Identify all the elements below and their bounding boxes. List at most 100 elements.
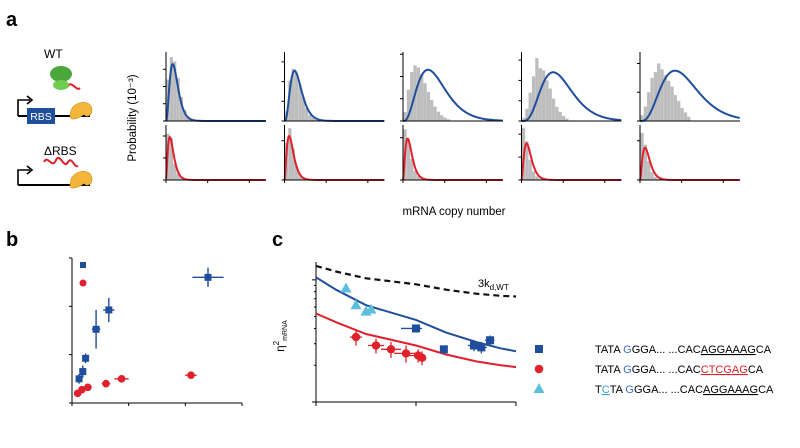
histogram-bar-wt [541, 70, 546, 121]
histogram-bar-drbs [650, 172, 654, 180]
histogram-bar-wt [298, 84, 302, 121]
b-point-drbs [117, 375, 126, 383]
fit-curve-wt [403, 68, 503, 122]
b-point-drbs [187, 371, 195, 380]
histogram-bar-wt [531, 76, 536, 121]
histogram-bar-drbs [531, 171, 536, 180]
histogram-bar-drbs [528, 159, 532, 180]
histogram-bar-wt [555, 106, 559, 121]
histogram-bar-wt [548, 88, 552, 121]
histogram-bar-wt [311, 118, 315, 121]
histogram-bar-wt [403, 112, 407, 121]
histogram-grid [163, 52, 740, 183]
histogram-bar-wt [426, 92, 431, 121]
b-point-wt [105, 306, 113, 314]
histogram-bar-wt [291, 68, 295, 121]
histogram-bar-wt [687, 116, 691, 121]
histogram-bar-wt [673, 95, 678, 121]
histogram-bar-wt [420, 74, 424, 121]
histogram-bar-wt [301, 97, 305, 121]
histogram-bar-wt [446, 119, 451, 121]
histogram-bar-drbs [538, 178, 542, 180]
b-point-wt [75, 375, 83, 383]
promoter-arrowhead-drbs-icon [26, 165, 34, 175]
c-point-a3c [340, 282, 352, 293]
sequence-row-0: TATA GGGA... ...CACAGGAAAGCA [595, 344, 772, 356]
histogram-bar-wt [643, 106, 648, 121]
histogram-bar-wt [670, 86, 674, 121]
b-point-drbs [84, 383, 92, 392]
histogram-bar-wt [680, 108, 684, 121]
fit-curve-wt [521, 71, 622, 122]
histogram-bar-wt [443, 117, 447, 121]
histogram-bar-wt [660, 69, 664, 121]
fit-curve-drbs [402, 137, 503, 181]
b-point-drbs [78, 385, 86, 394]
c-point-drbs [351, 332, 361, 342]
histogram-bar-wt [683, 112, 688, 121]
construct-schematic: WT RBS ΔRBS [17, 47, 93, 189]
legend-marker-a3c [533, 383, 545, 393]
histogram-bar-drbs [420, 178, 424, 180]
noise-plot: η2mRNA 3kd,WT [272, 262, 517, 406]
fit-curve-wt [640, 69, 740, 122]
histogram-bar-drbs [416, 176, 421, 180]
c-point-wt [477, 343, 486, 352]
histogram-bar-wt [416, 67, 421, 121]
histogram-bar-wt [677, 100, 681, 121]
promoter-arrow-drbs-icon [17, 169, 30, 185]
histogram-bar-drbs [173, 163, 177, 180]
histogram-bar-wt [561, 115, 566, 121]
rbs-label: RBS [30, 111, 52, 123]
histogram-bar-wt [406, 89, 411, 121]
c-point-wt [439, 345, 448, 354]
panel-a-xlabel: mRNA copy number [403, 206, 506, 218]
legend-marker-drbs [534, 364, 544, 374]
promoter-arrowhead-icon [26, 95, 34, 105]
histogram-bar-wt [521, 117, 526, 121]
sequence-row-1: TATA GGGA... ...CACCTCGAGCA [595, 364, 764, 376]
histogram-bar-drbs [288, 128, 292, 180]
histogram-bar-wt [545, 80, 549, 121]
histogram-bar-wt [440, 115, 444, 121]
histogram-bar-drbs [535, 176, 539, 180]
histogram-bar-drbs [647, 161, 651, 180]
histogram-bar-wt [433, 106, 437, 121]
histogram-bar-drbs [653, 176, 658, 180]
c-point-a3c [350, 299, 362, 310]
histogram-bar-wt [183, 109, 187, 121]
panel-label-a: a [6, 9, 18, 31]
histogram-bar-wt [436, 111, 441, 121]
histogram-bar-drbs [169, 138, 174, 180]
wt-construct-label: WT [44, 47, 63, 61]
c-point-drbs [371, 341, 381, 350]
panel-label-c: c [272, 229, 283, 251]
drbs-construct-label: ΔRBS [44, 144, 77, 158]
histogram-bar-drbs [294, 165, 299, 180]
histogram-bar-drbs [406, 139, 411, 180]
c-y-label: η2mRNA [272, 320, 289, 352]
b-point-wt [79, 368, 87, 376]
legend-marker-wt [535, 345, 543, 353]
c-point-drbs [386, 345, 396, 354]
histogram-bar-drbs [291, 148, 295, 180]
histogram-bar-wt [667, 80, 671, 121]
histogram-bar-wt [640, 115, 644, 121]
histogram-bar-wt [551, 98, 556, 121]
histogram-bar-wt [430, 99, 434, 121]
histogram-bar-wt [173, 61, 177, 121]
c-curve-2 [315, 312, 517, 369]
c-point-drbs [401, 349, 411, 358]
histogram-bar-wt [558, 111, 562, 121]
histogram-bar-wt [304, 108, 309, 121]
histogram-bar-wt [653, 72, 658, 121]
ribosome-small-icon [53, 80, 69, 90]
fit-curve-drbs [165, 135, 266, 181]
b-legend-wt-marker [80, 262, 86, 268]
b-point-wt [82, 354, 90, 362]
histogram-bar-wt [186, 116, 190, 121]
c-curve-0 [315, 264, 517, 298]
histogram-bar-wt [308, 115, 312, 121]
histogram-bar-wt [650, 77, 654, 121]
rbs-box [27, 108, 55, 124]
